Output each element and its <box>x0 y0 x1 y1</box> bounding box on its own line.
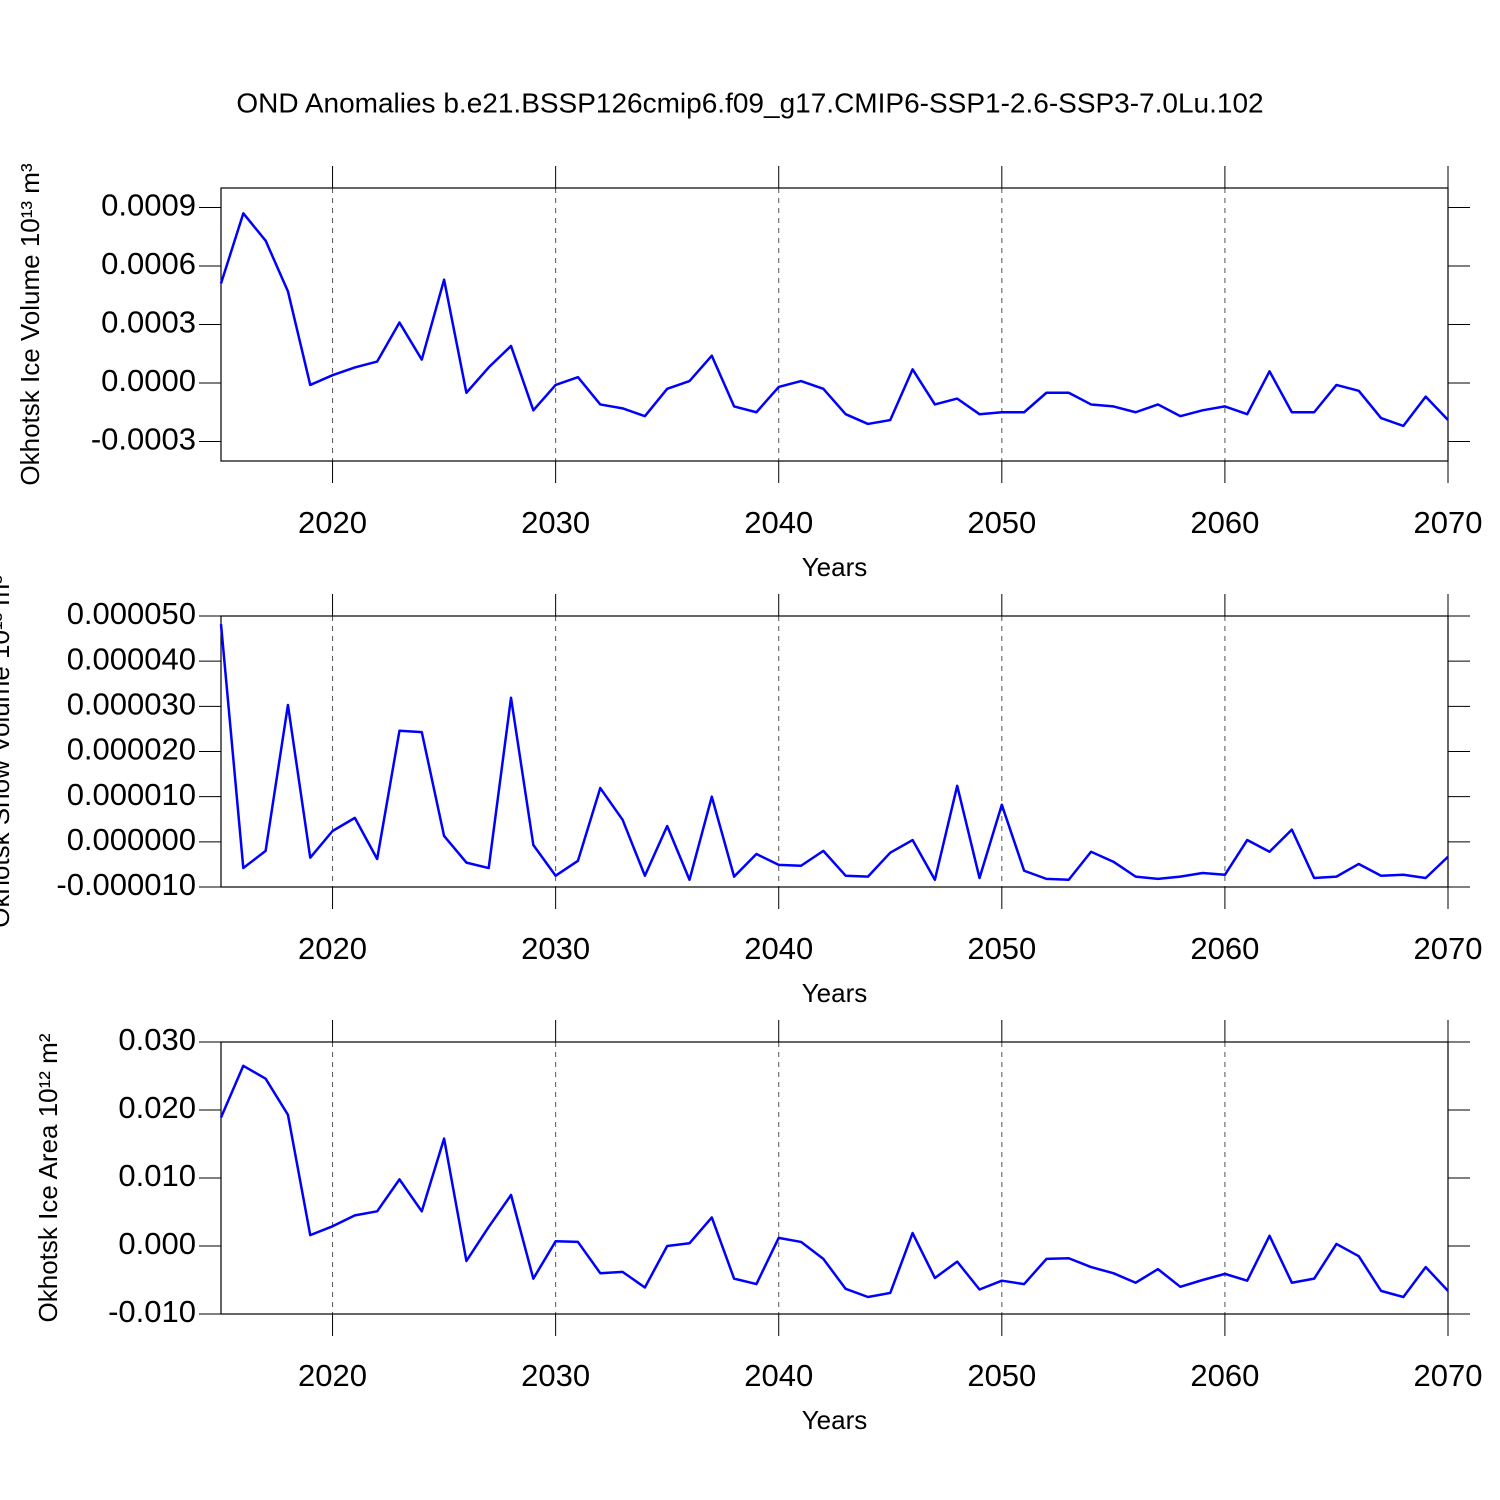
x-tick-label: 2020 <box>298 931 367 966</box>
data-line <box>219 1064 1449 1299</box>
x-tick-label: 2030 <box>521 505 590 540</box>
y-tick-label: 0.030 <box>118 1022 196 1057</box>
x-tick-label: 2050 <box>967 931 1036 966</box>
x-tick-label: 2060 <box>1190 505 1259 540</box>
x-tick-label: 2070 <box>1414 505 1483 540</box>
y-axis-label: Okhotsk Ice Area 10¹² m² <box>33 1033 63 1322</box>
x-tick-label: 2040 <box>744 931 813 966</box>
data-line <box>219 212 1449 428</box>
x-axis-label: Years <box>802 978 868 1008</box>
y-tick-label: 0.000010 <box>67 777 196 812</box>
y-tick-label: 0.000020 <box>67 732 196 767</box>
y-axis-label: Okhotsk Snow Volume 10¹³ m³ <box>0 575 15 928</box>
plot-frame <box>220 187 1449 462</box>
x-tick-label: 2040 <box>744 1358 813 1393</box>
x-tick-label: 2060 <box>1190 1358 1259 1393</box>
y-tick-label: 0.0009 <box>101 188 196 223</box>
y-tick-label: -0.000010 <box>56 867 196 902</box>
y-tick-label: 0.010 <box>118 1158 196 1193</box>
plot-frame <box>220 615 1449 888</box>
x-tick-label: 2040 <box>744 505 813 540</box>
x-tick-label: 2060 <box>1190 931 1259 966</box>
x-tick-label: 2020 <box>298 1358 367 1393</box>
x-tick-label: 2030 <box>521 1358 590 1393</box>
y-tick-label: 0.0003 <box>101 305 196 340</box>
y-tick-label: 0.0000 <box>101 363 196 398</box>
x-tick-label: 2050 <box>967 505 1036 540</box>
y-tick-label: 0.000040 <box>67 641 196 676</box>
x-tick-label: 2020 <box>298 505 367 540</box>
y-tick-label: 0.000000 <box>67 822 196 857</box>
y-axis-label: Okhotsk Ice Volume 10¹³ m³ <box>15 163 45 486</box>
x-tick-label: 2030 <box>521 931 590 966</box>
x-axis-label: Years <box>802 1405 868 1435</box>
y-tick-label: -0.0003 <box>91 422 196 457</box>
y-tick-label: 0.000 <box>118 1226 196 1261</box>
x-tick-label: 2050 <box>967 1358 1036 1393</box>
y-tick-label: 0.000030 <box>67 687 196 722</box>
figure-title: OND Anomalies b.e21.BSSP126cmip6.f09_g17… <box>236 87 1263 118</box>
data-line <box>219 624 1449 882</box>
y-tick-label: 0.0006 <box>101 246 196 281</box>
x-tick-label: 2070 <box>1414 1358 1483 1393</box>
y-tick-label: 0.020 <box>118 1090 196 1125</box>
x-tick-label: 2070 <box>1414 931 1483 966</box>
x-axis-label: Years <box>802 552 868 582</box>
y-tick-label: 0.000050 <box>67 596 196 631</box>
y-tick-label: -0.010 <box>108 1294 196 1329</box>
plot-frame <box>220 1041 1449 1315</box>
